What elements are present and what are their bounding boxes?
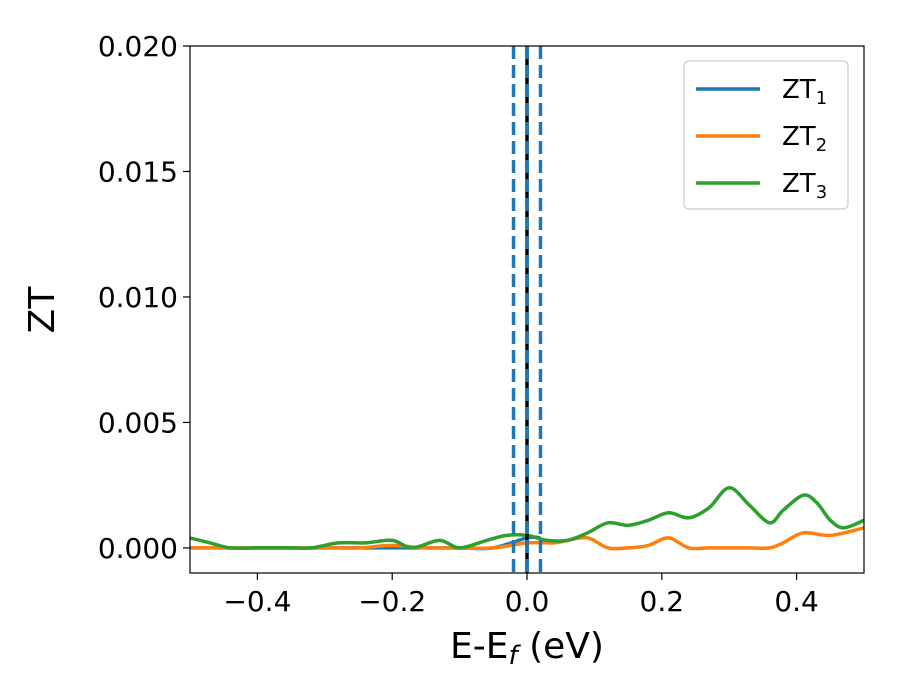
x-tick-label: 0.0 (505, 585, 550, 618)
y-tick-label: 0.015 (98, 155, 178, 188)
x-axis-label-unit: (eV) (518, 626, 604, 667)
legend: ZT1 ZT2 ZT3 (683, 60, 849, 210)
x-tick-label: −0.2 (358, 585, 426, 618)
y-tick-label: 0.010 (98, 281, 178, 314)
x-axis-label-main: E-E (450, 626, 508, 667)
plot-area (190, 46, 864, 573)
series-line-zt3 (190, 485, 864, 551)
legend-label-zt3: ZT3 (782, 169, 827, 203)
x-tick-label: 0.4 (774, 585, 819, 618)
legend-label-zt1: ZT1 (782, 75, 827, 109)
plot-frame (189, 45, 865, 574)
series-line-zt2 (190, 526, 864, 551)
x-tick-label: −0.4 (223, 585, 291, 618)
y-tick-label: 0.005 (98, 406, 178, 439)
x-axis-label: E-Ef (eV) (450, 626, 604, 671)
tick-layer: −0.4 −0.2 0.0 0.2 0.4 0.000 0.005 0.010 0.015 0.0… (98, 30, 819, 618)
legend-box (683, 60, 849, 210)
y-tick-label: 0.000 (98, 532, 178, 565)
legend-label-zt2: ZT2 (782, 122, 827, 156)
x-tick-label: 0.2 (640, 585, 685, 618)
y-axis-label: ZT (22, 286, 63, 334)
y-tick-label: 0.020 (98, 30, 178, 63)
